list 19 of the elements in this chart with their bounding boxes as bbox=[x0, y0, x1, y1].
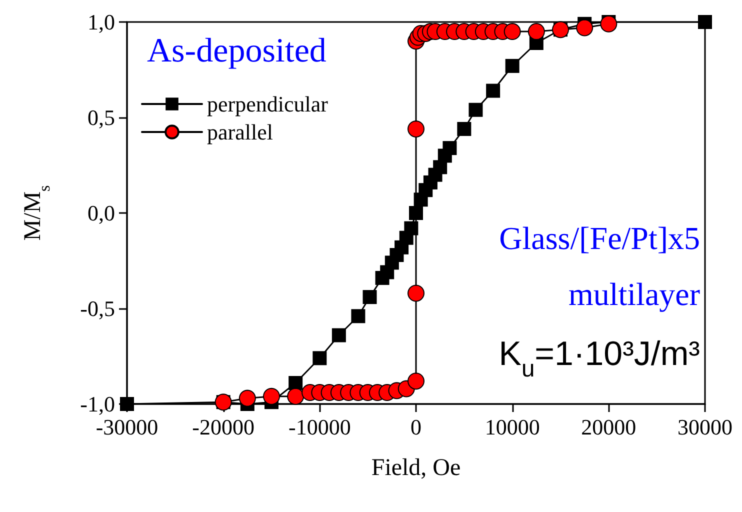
legend-label: perpendicular bbox=[207, 92, 329, 116]
y-tick-label: 0,0 bbox=[88, 200, 115, 226]
y-axis-title: M/Ms bbox=[20, 185, 54, 241]
legend-label: parallel bbox=[207, 120, 273, 144]
annotation: Glass/[Fe/Pt]x5 bbox=[499, 220, 700, 256]
x-tick-label: 0 bbox=[410, 414, 422, 440]
y-tick-label: 1,0 bbox=[88, 10, 115, 34]
y-tick-label: -0,5 bbox=[80, 296, 115, 321]
annotation: As-deposited bbox=[147, 32, 326, 70]
x-tick-label: -10000 bbox=[288, 414, 351, 440]
y-tick-label: 0,5 bbox=[88, 105, 115, 130]
y-tick-label: -1,0 bbox=[80, 392, 115, 416]
x-tick-label: 30000 bbox=[678, 414, 732, 440]
annotation: multilayer bbox=[568, 276, 700, 312]
x-tick-label: 10000 bbox=[484, 414, 540, 440]
x-axis-title: Field, Oe bbox=[371, 455, 461, 481]
x-tick-label: -20000 bbox=[192, 414, 254, 440]
x-tick-label: 20000 bbox=[581, 414, 636, 440]
x-tick-label: -30000 bbox=[96, 414, 158, 440]
